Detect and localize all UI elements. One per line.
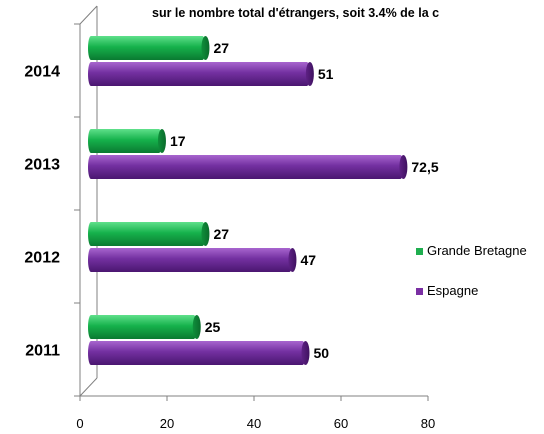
- x-tick-label: 20: [160, 416, 174, 431]
- category-label-2011: 2011: [25, 343, 60, 360]
- category-label-2013: 2013: [24, 157, 60, 174]
- bar-grande-bretagne-2013: [88, 129, 162, 153]
- legend: Grande Bretagne Espagne: [416, 243, 527, 298]
- data-label: 72,5: [411, 159, 438, 175]
- bar-espagne-2011: [88, 341, 306, 365]
- bar-end-cap: [288, 248, 297, 272]
- x-tick-label: 0: [76, 416, 83, 431]
- bar-grande-bretagne-2014: [88, 36, 206, 60]
- legend-swatch-grande-bretagne: [416, 248, 423, 255]
- data-label: 50: [314, 345, 330, 361]
- bar-end-cap: [157, 129, 166, 153]
- data-label: 27: [213, 226, 229, 242]
- category-label-2014: 2014: [24, 64, 60, 81]
- bar-end-cap: [399, 155, 408, 179]
- data-label: 51: [318, 66, 334, 82]
- data-label: 17: [170, 133, 186, 149]
- bar-espagne-2012: [88, 248, 293, 272]
- bar-end-cap: [201, 222, 210, 246]
- bar-grande-bretagne-2011: [88, 315, 197, 339]
- x-tick-label: 60: [334, 416, 348, 431]
- depth-edge-bottom: [79, 377, 98, 397]
- data-label: 27: [213, 40, 229, 56]
- category-label-2012: 2012: [24, 250, 60, 267]
- x-tick-label: 80: [421, 416, 435, 431]
- bar-espagne-2014: [88, 62, 310, 86]
- x-axis-ticks: 0 20 40 60 80: [76, 396, 435, 431]
- legend-label-espagne: Espagne: [427, 283, 478, 298]
- bar-grande-bretagne-2012: [88, 222, 206, 246]
- legend-label-grande-bretagne: Grande Bretagne: [427, 243, 527, 258]
- bar-end-cap: [305, 62, 314, 86]
- bar-end-cap: [301, 341, 310, 365]
- x-tick-label: 40: [247, 416, 261, 431]
- chart-title: sur le nombre total d'étrangers, soit 3.…: [152, 6, 439, 20]
- depth-edge-top: [79, 5, 98, 25]
- bar-espagne-2013: [88, 155, 404, 179]
- legend-swatch-espagne: [416, 288, 423, 295]
- data-label: 47: [300, 252, 316, 268]
- bar-end-cap: [201, 36, 210, 60]
- data-label: 25: [205, 319, 221, 335]
- bar-end-cap: [192, 315, 201, 339]
- category-labels: 2014 2013 2012 2011: [24, 64, 60, 360]
- bars-group: 27 51 17 72,5 27 47 25 50: [88, 36, 439, 365]
